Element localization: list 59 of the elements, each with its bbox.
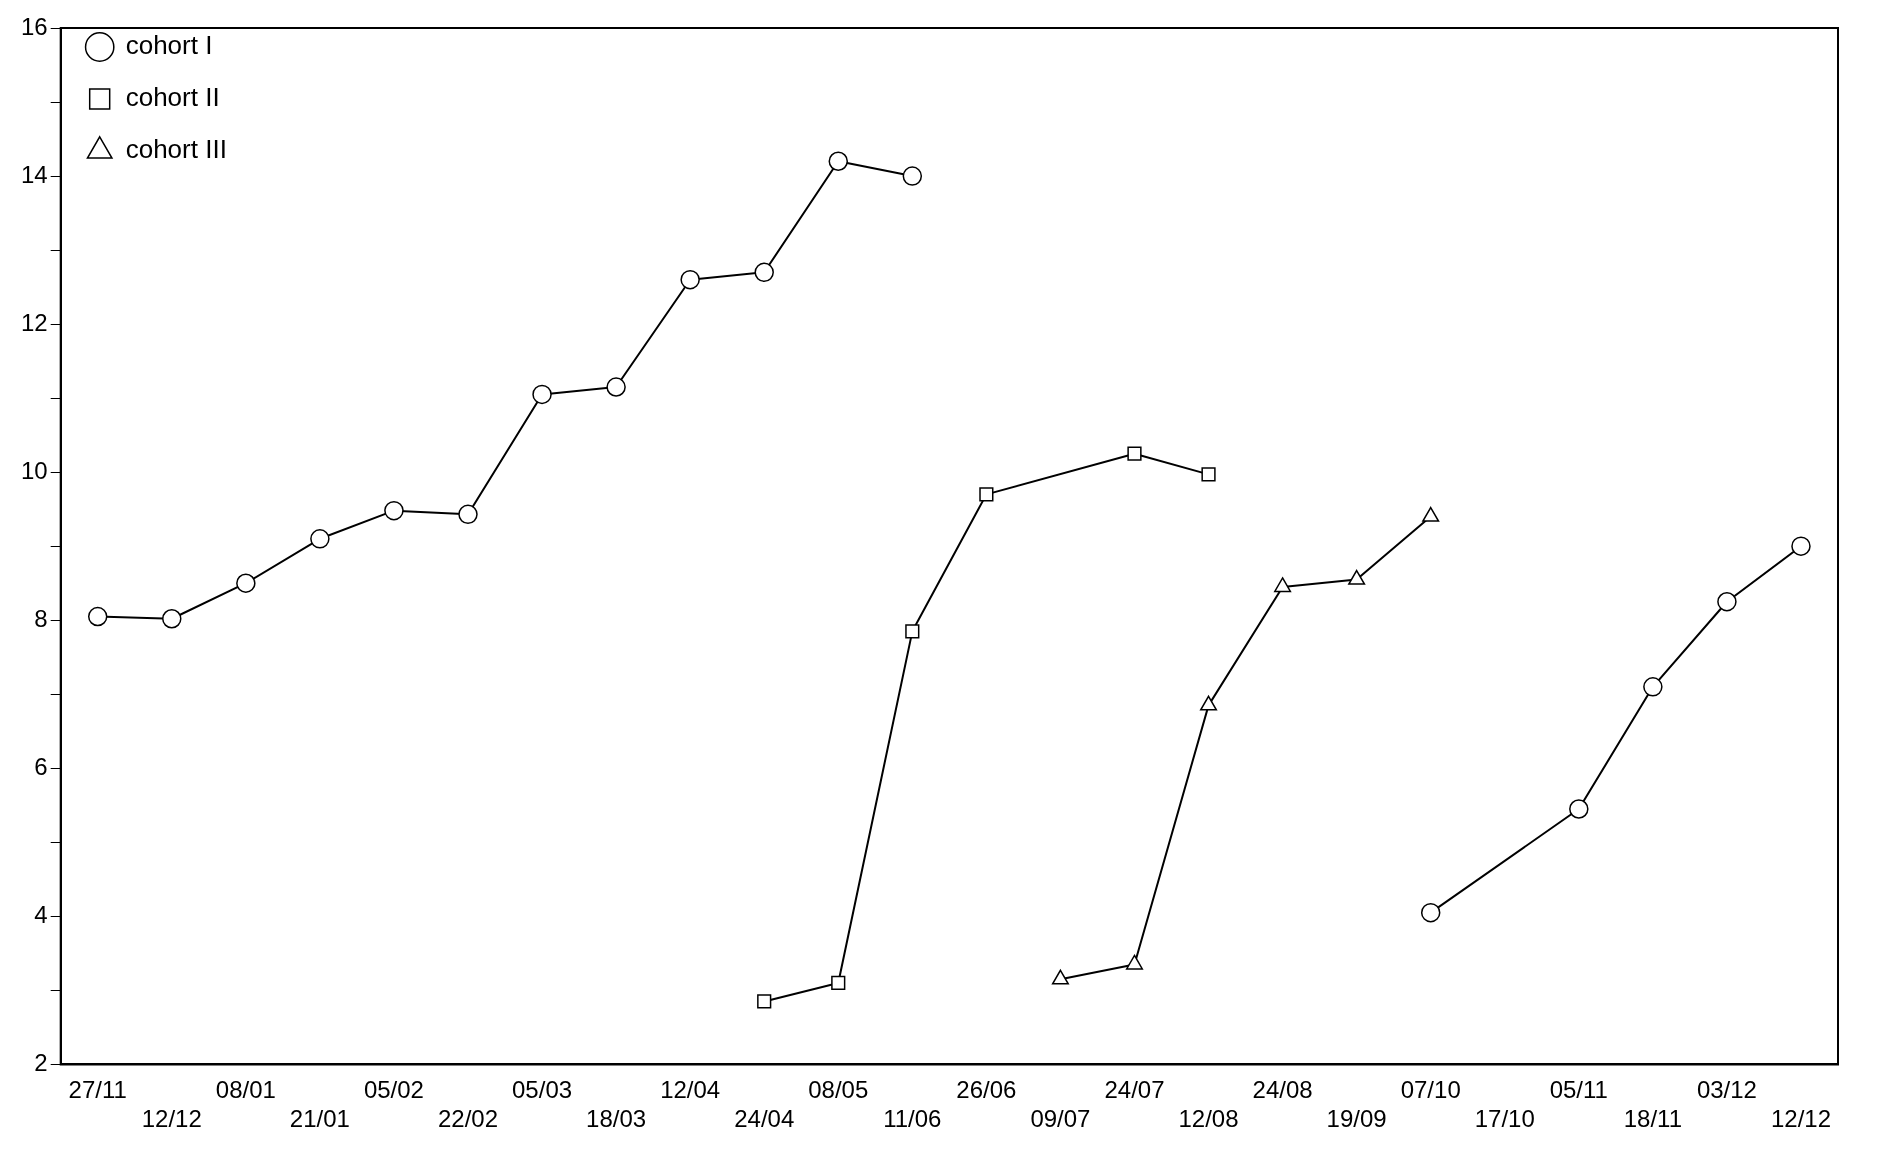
y-tick-label: 2 xyxy=(34,1049,48,1077)
point xyxy=(828,151,849,171)
x-tick-label: 12/04 xyxy=(660,1076,721,1104)
y-tick-label: 14 xyxy=(20,160,48,188)
x-tick-label: 09/07 xyxy=(1030,1105,1091,1133)
x-tick-label: 18/11 xyxy=(1623,1105,1682,1133)
point xyxy=(1717,591,1737,612)
x-tick-label: 26/06 xyxy=(956,1076,1017,1104)
x-tick-label: 05/03 xyxy=(512,1076,573,1104)
point xyxy=(87,606,108,627)
point xyxy=(1420,902,1441,923)
point xyxy=(831,975,846,991)
point xyxy=(458,504,478,525)
x-tick-label: 05/11 xyxy=(1549,1076,1608,1104)
y-tick-label: 8 xyxy=(34,604,48,632)
point xyxy=(905,624,920,639)
legend-label: cohort I xyxy=(125,30,213,61)
legend-label: cohort III xyxy=(125,134,227,165)
point xyxy=(902,166,923,186)
point xyxy=(754,262,774,283)
x-tick-label: 08/01 xyxy=(215,1076,276,1104)
point xyxy=(1791,536,1811,556)
point xyxy=(310,529,330,549)
x-tick-label: 19/09 xyxy=(1326,1105,1387,1133)
x-tick-label: 24/07 xyxy=(1104,1076,1165,1104)
y-tick-label: 4 xyxy=(34,900,48,928)
y-tick-label: 10 xyxy=(20,456,48,484)
point xyxy=(1127,446,1142,461)
point xyxy=(162,609,182,629)
x-tick-label: 07/10 xyxy=(1400,1076,1461,1104)
x-tick-label: 17/10 xyxy=(1474,1105,1535,1133)
x-tick-label: 24/04 xyxy=(734,1105,795,1133)
point xyxy=(236,573,256,593)
point xyxy=(1274,577,1292,593)
point xyxy=(979,487,994,502)
x-tick-label: 12/12 xyxy=(1770,1105,1831,1133)
x-tick-label: 21/01 xyxy=(289,1105,350,1133)
x-tick-label: 03/12 xyxy=(1696,1076,1757,1104)
x-tick-label: 11/06 xyxy=(883,1105,942,1133)
y-tick-label: 6 xyxy=(34,752,48,780)
point xyxy=(1569,799,1589,819)
x-tick-label: 12/08 xyxy=(1178,1105,1239,1133)
point xyxy=(1643,677,1663,697)
x-tick-label: 05/02 xyxy=(363,1076,424,1104)
x-tick-label: 18/03 xyxy=(586,1105,647,1133)
legend-label: cohort II xyxy=(125,82,220,113)
x-tick-label: 27/11 xyxy=(68,1076,127,1104)
x-tick-label: 24/08 xyxy=(1252,1076,1313,1104)
x-tick-label: 08/05 xyxy=(808,1076,869,1104)
point xyxy=(680,269,700,290)
y-tick-label: 16 xyxy=(20,12,48,40)
y-tick-label: 12 xyxy=(20,308,48,336)
point xyxy=(384,500,404,521)
point xyxy=(757,994,772,1009)
point xyxy=(606,377,626,397)
point xyxy=(532,384,552,405)
point xyxy=(1201,467,1216,482)
x-tick-label: 12/12 xyxy=(141,1105,202,1133)
x-tick-label: 22/02 xyxy=(437,1105,499,1133)
